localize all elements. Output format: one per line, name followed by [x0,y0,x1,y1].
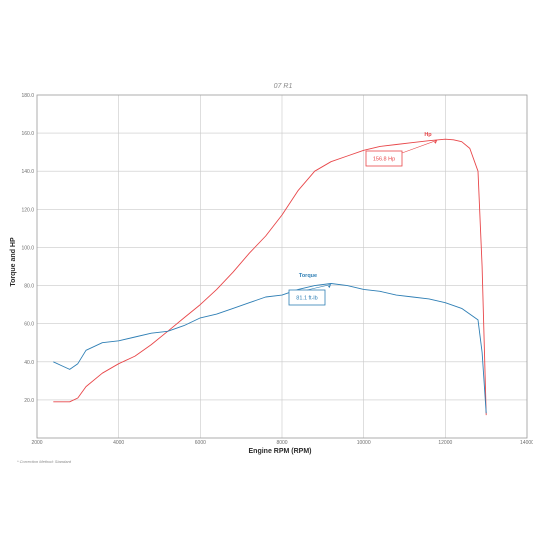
torque-callout-arrow [306,284,332,291]
torque-callout-label: Torque [299,273,317,279]
chart-title: 07 R1 [274,83,293,90]
y-tick-label: 20.0 [24,398,34,404]
torque-arrow-head [328,284,331,288]
y-tick-label: 40.0 [24,360,34,366]
x-tick-label: 10000 [357,440,371,446]
correction-method-note: * Correction Method: Standard [17,459,72,464]
x-tick-label: 2000 [31,440,42,446]
x-tick-label: 8000 [276,440,287,446]
hp-callout-label: Hp [424,132,432,138]
hp-value-box [365,150,403,167]
torque-value-label: 81.1 ft-lb [296,296,317,302]
y-tick-label: 80.0 [24,284,34,290]
y-axis-ticks: 180.0 160.0 140.0 120.0 100.0 80.0 60.0 40.0 20.… [21,93,34,404]
y-tick-label: 120.0 [21,207,34,213]
hp-arrow-head [434,140,438,144]
series-line-hp [53,138,487,416]
y-tick-label: 60.0 [24,322,34,328]
annotation-layer: Hp 156.8 Hp Torque 81.1 ft-lb [288,132,438,306]
y-tick-label: 100.0 [21,245,34,251]
hp-callout-arrow [401,139,438,154]
y-axis-label: Torque and HP [10,237,17,287]
x-tick-label: 6000 [195,440,206,446]
x-axis-ticks: 2000 4000 6000 8000 10000 12000 14000 [31,440,533,446]
y-tick-label: 160.0 [21,131,34,137]
x-tick-label: 4000 [113,440,124,446]
grid [37,95,527,438]
hp-value-label: 156.8 Hp [373,157,395,163]
y-tick-label: 140.0 [21,169,34,175]
series-layer [53,138,487,416]
x-axis-label: Engine RPM (RPM) [249,448,312,455]
series-line-torque [53,283,487,414]
x-tick-label: 12000 [438,440,452,446]
plot-frame [36,94,528,439]
x-tick-label: 14000 [520,440,533,446]
y-tick-label: 180.0 [21,93,34,99]
